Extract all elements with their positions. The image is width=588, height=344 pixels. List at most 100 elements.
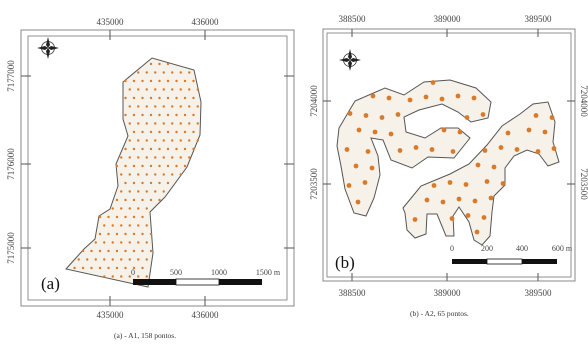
- sample-point: [132, 266, 136, 270]
- sample-point: [137, 173, 140, 176]
- sample-point: [158, 113, 161, 117]
- sample-point: [162, 88, 165, 91]
- sample-point: [475, 162, 481, 168]
- panel-b-scale-bar: [452, 258, 557, 265]
- sample-point: [439, 96, 445, 102]
- sample-point: [145, 241, 148, 244]
- sample-point: [128, 224, 131, 227]
- sample-point: [369, 165, 375, 171]
- sample-point: [128, 207, 131, 210]
- panel-b-x-bottom-1: 388500: [339, 288, 367, 298]
- sample-point: [132, 232, 136, 236]
- sample-point: [162, 190, 165, 193]
- sample-point: [154, 139, 157, 142]
- sample-point: [505, 130, 511, 136]
- sample-point: [103, 224, 106, 227]
- sample-point: [441, 127, 447, 133]
- panel-b-y-right-2: 7203500: [579, 168, 588, 200]
- sample-point: [166, 96, 170, 100]
- sample-point: [145, 122, 148, 125]
- sample-point: [551, 146, 557, 151]
- sample-point: [542, 129, 548, 135]
- sample-point: [137, 275, 140, 278]
- sample-point: [141, 147, 144, 151]
- panel-a-sample-points: [73, 62, 199, 287]
- sample-point: [149, 130, 153, 134]
- sample-point: [115, 198, 119, 202]
- sample-point: [166, 147, 170, 151]
- sample-point: [124, 249, 127, 253]
- sample-point: [137, 156, 140, 159]
- sample-point: [498, 145, 504, 150]
- sample-point: [356, 127, 362, 133]
- panel-a-y-left-1: 7177000: [6, 60, 16, 92]
- sample-point: [158, 181, 161, 185]
- sample-point: [183, 164, 187, 168]
- north-arrow-icon: [339, 49, 361, 71]
- sample-point: [111, 207, 114, 210]
- sample-point: [188, 105, 191, 108]
- sample-point: [94, 241, 97, 244]
- sample-point: [154, 88, 157, 91]
- sample-point: [94, 258, 97, 261]
- sample-point: [166, 79, 170, 83]
- sample-point: [145, 207, 148, 210]
- panel-b-inner-frame: [326, 32, 572, 278]
- sample-point: [141, 266, 144, 270]
- sample-point: [115, 232, 119, 236]
- sample-point: [183, 79, 187, 83]
- sample-point: [183, 130, 187, 134]
- sample-point: [166, 181, 170, 185]
- sample-point: [514, 147, 520, 152]
- sample-point: [115, 164, 119, 168]
- sample-point: [124, 232, 127, 236]
- sample-point: [158, 147, 161, 151]
- sample-point: [158, 96, 161, 100]
- sample-point: [162, 173, 165, 176]
- panel-a-x-bottom-1: 435000: [97, 310, 125, 320]
- sample-point: [175, 113, 178, 117]
- sample-point: [132, 113, 136, 117]
- sample-point: [132, 79, 136, 83]
- sample-point: [183, 113, 187, 117]
- sample-point: [137, 88, 140, 91]
- sample-point: [137, 258, 140, 261]
- sample-point: [149, 198, 153, 202]
- panel-b-tick-marks: [323, 29, 575, 281]
- sample-point: [474, 229, 480, 235]
- sample-point: [120, 258, 123, 261]
- sample-point: [111, 258, 114, 261]
- sample-point: [424, 197, 430, 203]
- sample-point: [196, 139, 199, 142]
- sample-point: [158, 198, 161, 202]
- sample-point: [188, 122, 191, 125]
- sample-point: [149, 181, 153, 185]
- sample-point: [463, 182, 469, 187]
- sample-point: [145, 105, 148, 108]
- sample-point: [455, 93, 461, 99]
- sample-point: [145, 71, 148, 74]
- sample-point: [430, 80, 436, 85]
- north-arrow-icon: [37, 37, 59, 59]
- sample-point: [162, 156, 165, 159]
- sample-point: [128, 139, 131, 142]
- sample-point: [98, 249, 102, 253]
- panel-b-y-left-1: 7204000: [309, 85, 319, 117]
- sample-point: [128, 156, 131, 159]
- sample-point: [535, 149, 541, 154]
- sample-point: [132, 130, 136, 134]
- sample-point: [145, 275, 148, 278]
- sample-point: [128, 190, 131, 193]
- sample-point: [149, 62, 153, 66]
- sample-point: [124, 147, 127, 151]
- sample-point: [132, 181, 136, 185]
- sample-point: [141, 181, 144, 185]
- sample-point: [346, 183, 352, 188]
- panel-b-x-bottom-2: 389000: [434, 288, 462, 298]
- sample-point: [362, 180, 368, 185]
- sample-point: [145, 258, 148, 261]
- sample-point: [413, 145, 419, 150]
- sample-point: [154, 173, 157, 176]
- sample-point: [132, 96, 136, 100]
- sample-point: [179, 156, 182, 159]
